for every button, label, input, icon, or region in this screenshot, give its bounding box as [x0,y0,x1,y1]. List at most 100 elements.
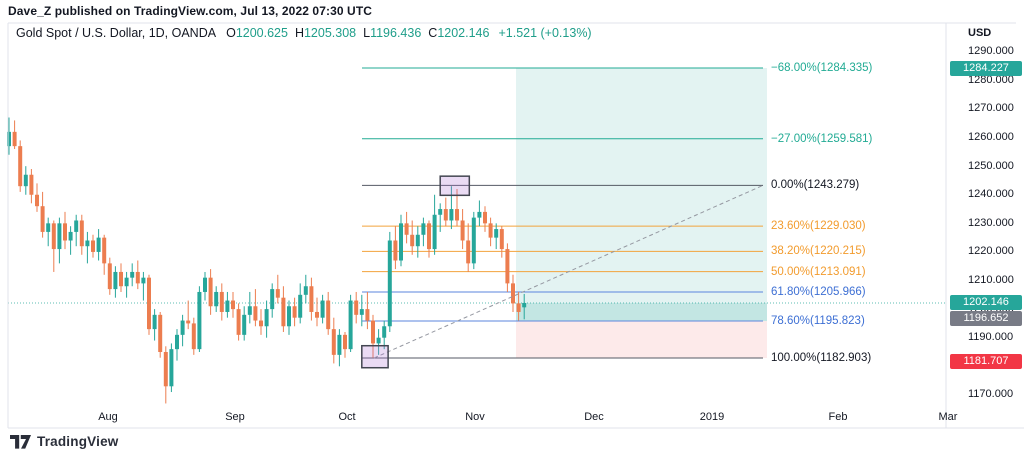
symbol-legend: Gold Spot / U.S. Dollar, 1D, OANDA O1200.… [16,26,592,40]
candle-body [208,277,213,307]
candle-body [281,297,286,327]
price-axis[interactable]: USD 1290.000 1280.000 1270.000 1260.000 1250… [946,23,1024,428]
candle-body [119,271,123,287]
fib-level-label[interactable]: −27.00%(1259.581) [771,132,873,145]
candle-body [180,320,185,335]
candle-body [124,277,129,287]
close-label: C [428,26,438,40]
time-axis-label[interactable]: Feb [828,411,848,423]
price-tick-label: 1170.000 [968,388,1014,401]
time-axis-label[interactable]: Aug [98,411,118,423]
tradingview-logo-icon [10,434,31,449]
candle-body [516,303,521,312]
candle-body [438,209,443,215]
fib-level-label[interactable]: 50.00%(1213.091) [771,265,866,278]
candle-body [264,309,269,327]
fib-trend-line[interactable] [373,184,764,359]
open-label: O [226,26,236,40]
candle-body [337,334,342,355]
high-label: H [294,26,304,40]
candle-body [51,223,56,250]
candle-body [197,291,202,350]
time-axis-label[interactable]: Nov [465,411,485,423]
time-axis-label[interactable]: Dec [584,411,604,423]
fib-level-label[interactable]: 78.60%(1195.823) [771,315,865,328]
price-tick-label: 1280.000 [968,73,1014,86]
time-axis-label[interactable]: Sep [225,411,245,423]
candle-body [511,283,515,304]
candle-body [348,300,353,350]
candle-body [287,306,291,327]
time-axis[interactable]: Aug Sep Oct Nov Dec 2019 Feb Mar [0,405,957,428]
candle-body [399,223,403,261]
candle-body [18,146,23,187]
candle-body [40,206,45,232]
candle-body [91,240,95,252]
fib-level-label[interactable]: 23.60%(1229.030) [771,220,866,233]
candle-body [175,334,179,350]
candle-body [471,217,476,264]
low-value: 1196.436 [370,26,422,40]
candle-body [113,271,118,290]
price-badge: 1181.707 [950,353,1022,369]
candle-body [393,240,398,261]
candle-body [79,220,84,247]
candle-body [63,223,67,241]
candle-body [68,231,73,241]
candle-body [354,300,359,315]
candle-body [483,211,487,224]
candle-body [96,237,101,252]
time-axis-label[interactable]: Oct [338,411,356,423]
close-value: 1202.146 [437,26,490,40]
candle-body [326,300,331,330]
candle-body [203,277,207,292]
price-tick-label: 1190.000 [968,331,1014,344]
change-value: +1.521 (+0.13%) [498,26,592,40]
symbol-title[interactable]: Gold Spot / U.S. Dollar, 1D, OANDA [16,26,217,40]
candle-body [455,209,459,221]
candle-body [522,302,527,308]
candle-body [225,300,230,312]
candle-body [35,194,39,207]
candle-body [214,291,219,307]
candle-body [387,240,392,327]
price-tick-label: 1210.000 [968,274,1014,287]
tradingview-logo[interactable]: TradingView [10,434,118,449]
fib-level-label[interactable]: 0.00%(1243.279) [771,179,860,192]
candle-body [303,286,308,295]
candle-body [371,320,375,344]
candle-body [449,209,454,221]
candle-body [505,249,510,284]
candle-body [46,223,51,232]
candle-body [102,237,107,264]
price-badge: 1202.146 [950,295,1022,311]
candle-body [298,294,303,318]
swing-point-box[interactable] [439,175,471,197]
candle-body [242,314,247,335]
price-tick-label: 1240.000 [968,188,1014,201]
candle-body [315,311,319,318]
time-axis-label[interactable]: Mar [938,411,958,423]
candle-body [410,234,415,247]
fib-level-label[interactable]: −68.00%(1284.335) [771,62,873,74]
candle-body [158,314,163,352]
swing-point-box[interactable] [361,344,389,369]
fib-level-label[interactable]: 38.20%(1220.215) [771,245,866,258]
fib-zone [516,302,767,322]
candle-body [191,323,196,350]
fib-level-label[interactable]: 100.00%(1182.903) [771,351,872,364]
candle-body [23,174,28,187]
candle-body [270,289,275,310]
candle-body [359,309,364,315]
candle-body [219,291,224,312]
candle-body [499,229,504,250]
candle-body [460,220,465,241]
candle-body [331,329,336,355]
fib-level-label[interactable]: 61.80%(1205.966) [771,286,866,299]
candle-body [292,306,297,318]
candle-body [186,320,191,324]
time-axis-label[interactable]: 2019 [699,411,725,423]
candle-body [130,271,135,278]
